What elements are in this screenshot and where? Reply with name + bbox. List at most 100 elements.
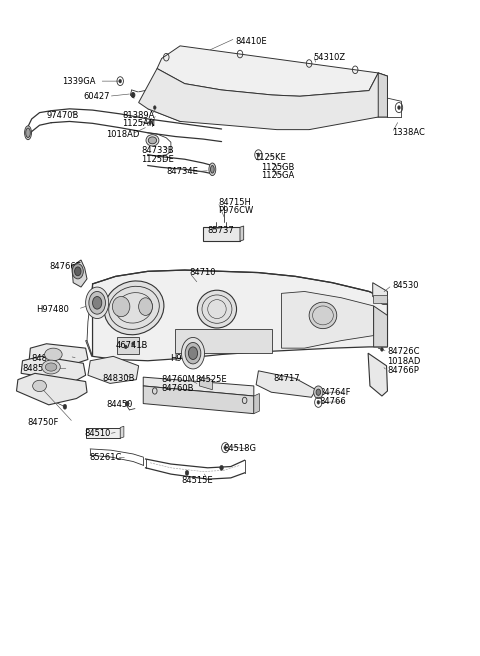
Ellipse shape: [209, 163, 216, 176]
Circle shape: [381, 348, 384, 352]
Text: 84852: 84852: [23, 364, 49, 373]
Polygon shape: [21, 356, 85, 382]
Ellipse shape: [112, 297, 130, 317]
Text: 84530: 84530: [392, 281, 419, 290]
Ellipse shape: [45, 363, 57, 371]
Polygon shape: [143, 386, 254, 414]
Text: 84750F: 84750F: [27, 418, 59, 427]
Circle shape: [63, 404, 67, 409]
Circle shape: [224, 446, 227, 449]
Ellipse shape: [139, 298, 153, 316]
Circle shape: [93, 297, 102, 309]
Polygon shape: [16, 373, 87, 405]
Ellipse shape: [197, 290, 237, 328]
Circle shape: [316, 389, 321, 396]
Circle shape: [257, 153, 260, 157]
Text: 84450: 84450: [107, 400, 133, 409]
Ellipse shape: [211, 165, 214, 173]
Text: 84717: 84717: [273, 374, 300, 383]
Circle shape: [185, 470, 189, 476]
Text: H97480: H97480: [36, 304, 69, 314]
Text: P976CW: P976CW: [218, 206, 253, 215]
Circle shape: [85, 287, 108, 319]
Circle shape: [149, 121, 152, 125]
Circle shape: [185, 342, 201, 364]
Text: 84510: 84510: [84, 429, 110, 438]
Text: 84715H: 84715H: [218, 197, 251, 207]
Text: 81389A: 81389A: [122, 111, 155, 119]
Text: 54310Z: 54310Z: [314, 52, 346, 62]
Text: 1339GA: 1339GA: [62, 77, 96, 86]
Polygon shape: [93, 270, 387, 361]
Circle shape: [119, 79, 121, 83]
Text: 84766: 84766: [319, 397, 346, 406]
Circle shape: [72, 264, 84, 279]
Text: 1018AD: 1018AD: [107, 129, 140, 138]
Ellipse shape: [42, 360, 60, 374]
Circle shape: [314, 386, 323, 399]
Circle shape: [131, 92, 135, 98]
Bar: [176, 329, 272, 353]
Ellipse shape: [24, 126, 32, 140]
Polygon shape: [120, 426, 124, 438]
Text: 1125GA: 1125GA: [261, 171, 294, 180]
Ellipse shape: [309, 302, 337, 329]
Text: 84830B: 84830B: [103, 374, 135, 383]
Polygon shape: [368, 353, 387, 396]
Circle shape: [397, 106, 400, 110]
Circle shape: [74, 267, 81, 276]
Text: 84515E: 84515E: [181, 476, 213, 485]
Polygon shape: [29, 344, 88, 367]
Circle shape: [181, 337, 204, 369]
Polygon shape: [378, 73, 387, 117]
Text: 97470B: 97470B: [47, 111, 79, 119]
Text: 1125DE: 1125DE: [141, 155, 174, 164]
Circle shape: [89, 291, 106, 314]
Polygon shape: [240, 226, 244, 241]
Polygon shape: [143, 377, 254, 396]
Circle shape: [188, 347, 198, 359]
Text: 84766E: 84766E: [50, 262, 82, 271]
Text: 1338AC: 1338AC: [392, 129, 425, 137]
Circle shape: [154, 106, 156, 110]
Text: 84760B: 84760B: [162, 384, 194, 393]
Text: 84851: 84851: [32, 354, 58, 363]
Circle shape: [317, 400, 320, 404]
Polygon shape: [88, 356, 139, 383]
Text: 1125GB: 1125GB: [261, 163, 294, 172]
Polygon shape: [372, 283, 387, 303]
Text: 84733B: 84733B: [141, 146, 174, 155]
Text: 84766P: 84766P: [387, 366, 420, 375]
Text: 84710: 84710: [189, 268, 216, 277]
Text: 84764F: 84764F: [319, 388, 351, 397]
Polygon shape: [85, 428, 120, 438]
Polygon shape: [254, 394, 259, 414]
Text: H97490: H97490: [170, 354, 203, 363]
Polygon shape: [281, 291, 373, 348]
Polygon shape: [373, 306, 387, 347]
Ellipse shape: [146, 134, 159, 146]
Text: 1018AD: 1018AD: [387, 357, 421, 366]
Text: 1125AN: 1125AN: [122, 119, 156, 128]
Text: 46741B: 46741B: [116, 341, 148, 350]
Ellipse shape: [45, 348, 62, 361]
Text: 1125KE: 1125KE: [254, 154, 286, 163]
Text: 85737: 85737: [208, 226, 235, 235]
Text: 84760M: 84760M: [162, 375, 195, 384]
Polygon shape: [85, 340, 93, 356]
Ellipse shape: [33, 380, 47, 392]
Polygon shape: [157, 46, 378, 96]
Circle shape: [125, 401, 129, 406]
Text: 85261C: 85261C: [89, 453, 122, 462]
Circle shape: [220, 465, 223, 470]
Text: 84726C: 84726C: [387, 348, 420, 356]
Ellipse shape: [148, 137, 156, 144]
Text: 60427: 60427: [84, 92, 110, 101]
Text: 84734E: 84734E: [166, 167, 198, 176]
Ellipse shape: [26, 128, 30, 138]
Ellipse shape: [104, 281, 164, 335]
Text: 84518G: 84518G: [224, 444, 257, 453]
Polygon shape: [72, 260, 87, 287]
Bar: [117, 337, 139, 354]
Polygon shape: [200, 377, 212, 390]
